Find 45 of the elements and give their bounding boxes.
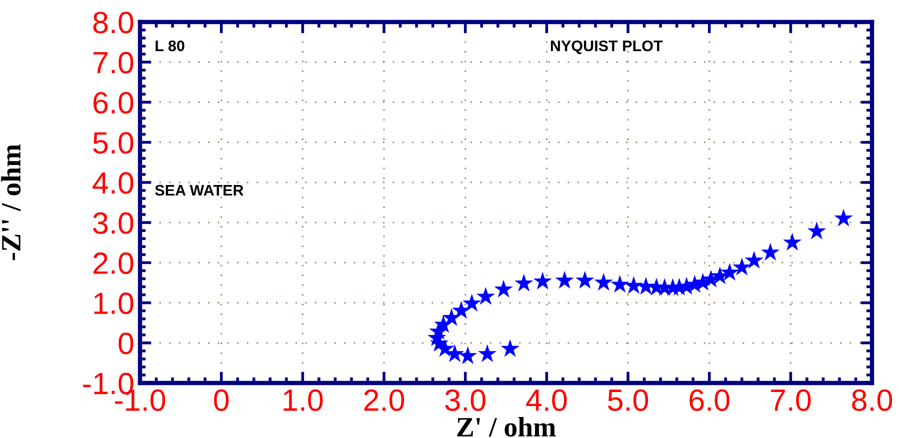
y-tick-label: 4.0 (92, 172, 134, 194)
x-tick-label: 4.0 (526, 389, 567, 411)
point (610, 274, 630, 293)
y-tick-label: 0 (118, 332, 134, 354)
y-tick-label: 8.0 (93, 12, 134, 34)
y-tick-label: 5.0 (93, 132, 134, 154)
point (807, 222, 826, 240)
x-tick-label: 3.0 (445, 389, 486, 411)
y-tick-label: 2.0 (94, 252, 134, 274)
point (476, 286, 496, 305)
x-tick-label: 5.0 (608, 389, 648, 411)
point (434, 315, 453, 333)
point (514, 274, 534, 292)
point (624, 276, 644, 294)
point (462, 294, 482, 312)
point (744, 250, 764, 269)
point (594, 272, 613, 291)
y-tick-label: 7.0 (94, 52, 134, 74)
annotation: L 80 (156, 40, 184, 52)
point (555, 270, 574, 289)
point (442, 308, 461, 326)
y-tick-label: 6.0 (94, 92, 134, 114)
x-tick-label: 6.0 (690, 389, 730, 411)
x-tick-label: 0 (214, 389, 229, 411)
annotation: NYQUIST PLOT (550, 40, 663, 54)
y-tick-label: 1.0 (94, 292, 134, 314)
point (732, 258, 752, 276)
point (576, 270, 594, 289)
x-tick-label: 8.0 (852, 389, 892, 411)
point (834, 208, 853, 226)
point (494, 280, 513, 298)
x-tick-label: 2.0 (364, 389, 404, 411)
point (478, 344, 497, 362)
x-tick-label: 7.0 (770, 389, 811, 411)
x-tick-label: 1.0 (284, 389, 323, 411)
point (533, 272, 552, 290)
point (720, 262, 740, 281)
y-tick-label: 3.0 (93, 212, 134, 234)
y-axis-title: -Z'' / ohm (1, 144, 21, 260)
point (760, 242, 780, 261)
point (782, 232, 802, 251)
point (500, 339, 520, 357)
annotation: SEA WATER (155, 184, 244, 196)
point (458, 346, 478, 364)
x-axis-title: Z' / ohm (457, 417, 556, 437)
